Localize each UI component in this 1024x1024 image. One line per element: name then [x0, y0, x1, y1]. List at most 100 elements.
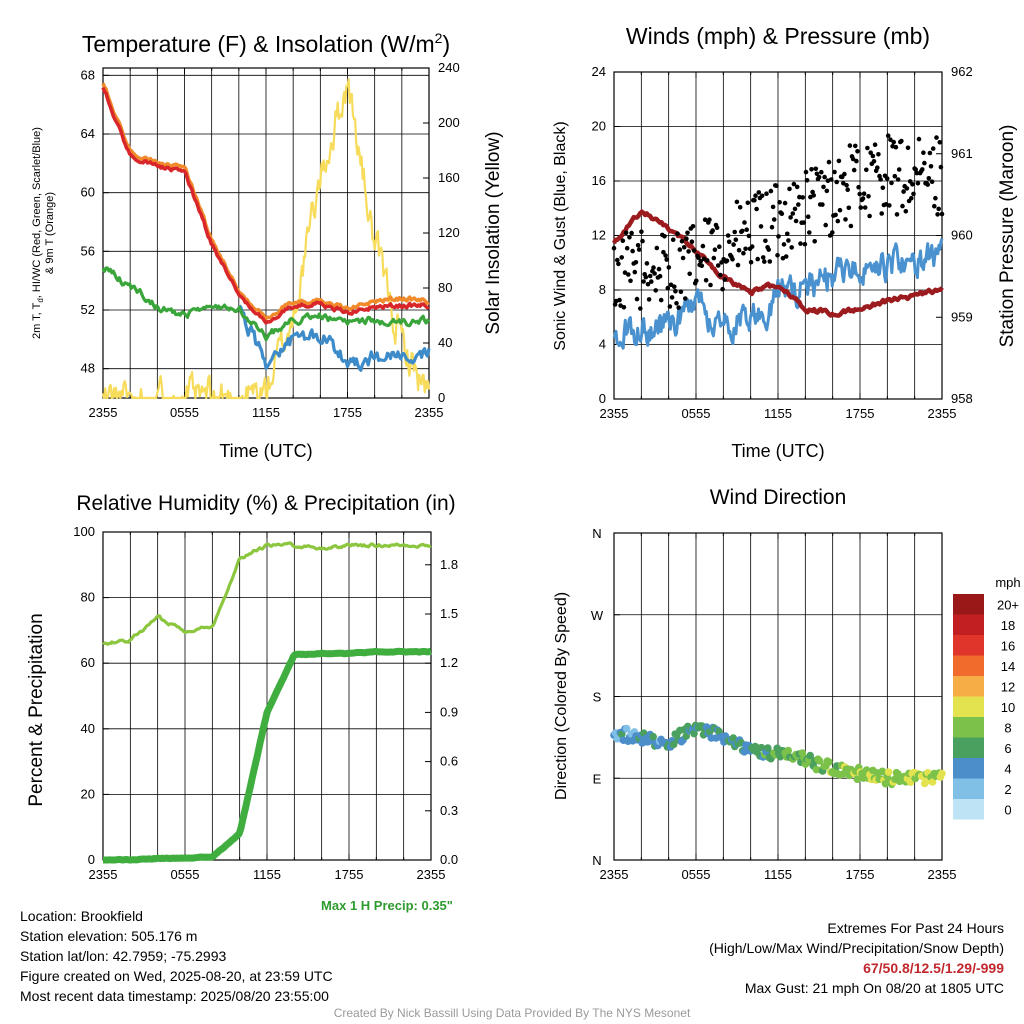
y-tick-label-right: 0.3 [440, 803, 458, 818]
gust-point [887, 203, 892, 208]
gust-point [639, 229, 644, 234]
gust-point [732, 229, 737, 235]
gust-point [872, 142, 878, 147]
station-latlon: Station lat/lon: 42.7959; -75.2993 [20, 948, 227, 964]
gust-point [673, 288, 678, 294]
gust-point [753, 193, 758, 198]
winds-title: Winds (mph) & Pressure (mb) [626, 23, 930, 49]
gust-point [646, 297, 652, 302]
x-tick-label: 0555 [171, 867, 200, 882]
gust-point [746, 233, 752, 239]
gust-point [884, 176, 890, 181]
gust-point [915, 180, 921, 186]
gust-point [821, 184, 826, 190]
legend-label: 16 [1001, 638, 1015, 653]
gust-point [714, 225, 720, 230]
legend-label: 8 [1004, 720, 1011, 735]
legend-swatch [953, 778, 984, 799]
y-tick-label: 12 [592, 228, 606, 243]
direction-point [938, 769, 946, 778]
gust-point [742, 220, 747, 225]
y-tick-label: 0 [599, 391, 606, 406]
gust-point [626, 272, 631, 277]
gust-point [647, 273, 653, 279]
gust-point [715, 263, 721, 268]
legend-label: 18 [1001, 618, 1015, 633]
gust-point [726, 239, 732, 245]
gust-point [617, 297, 622, 303]
gust-point [828, 177, 834, 182]
y-tick-label-right: 959 [951, 309, 973, 324]
gust-point [754, 206, 759, 212]
windchill-line [238, 304, 431, 372]
gust-point [850, 156, 856, 162]
gust-point [793, 218, 799, 224]
humidity-title: Relative Humidity (%) & Precipitation (i… [76, 492, 455, 515]
gust-point [888, 137, 893, 142]
gust-point [702, 217, 708, 222]
x-tick-label: 2355 [928, 867, 957, 882]
gust-point [936, 206, 941, 212]
humidity-ylabel: Percent & Precipitation [26, 613, 47, 806]
rh-line [102, 541, 432, 646]
wind-line [612, 238, 944, 350]
legend-label: 0 [1004, 802, 1011, 817]
gust-point [934, 135, 939, 140]
gust-point [870, 153, 876, 159]
gust-point [858, 205, 864, 210]
y-tick-label: 64 [81, 126, 95, 141]
gust-point [857, 191, 862, 197]
gust-point [700, 243, 706, 249]
x-tick-label: 1755 [333, 405, 362, 420]
gust-point [843, 217, 848, 222]
y-tick-label: 20 [81, 786, 95, 801]
gust-point [678, 289, 684, 295]
gust-point [895, 177, 901, 182]
gust-point [745, 200, 751, 206]
gust-point [740, 228, 745, 234]
gust-point [743, 246, 748, 252]
legend-swatch [953, 758, 984, 779]
x-tick-label: 0555 [170, 405, 199, 420]
y-tick-label-right: 0 [438, 390, 445, 405]
gust-point [711, 255, 717, 261]
gust-point [812, 239, 817, 244]
gust-point [816, 174, 822, 180]
gust-point [628, 278, 633, 284]
gust-point [866, 194, 871, 199]
temperature-panel: 2355 0555 1155 1755 2355 48 52 56 60 64 68 0 40 80 120… [31, 30, 504, 461]
gust-point [621, 305, 627, 310]
gust-point [903, 209, 909, 214]
gust-point [781, 242, 787, 247]
winds-panel: 2355 0555 1155 1755 235504812162024958959960… [552, 23, 1018, 461]
gust-point [783, 254, 789, 259]
gust-point [927, 150, 933, 156]
station-info: Location: Brookfield Station elevation: … [20, 906, 333, 1006]
gust-point [889, 180, 894, 186]
gust-point [669, 295, 675, 300]
gust-point [891, 139, 896, 145]
gust-point [896, 167, 902, 172]
gust-point [670, 237, 676, 242]
legend-label: 2 [1004, 782, 1011, 797]
gust-point [686, 249, 691, 254]
gust-point [930, 146, 936, 151]
direction-point [764, 744, 772, 752]
gust-point [766, 247, 771, 252]
gust-point [615, 257, 620, 263]
y-tick-label: 0 [88, 852, 95, 867]
gust-point [911, 191, 916, 197]
direction-point [682, 732, 690, 740]
y-tick-label-right: 1.2 [440, 655, 458, 670]
gust-point [638, 306, 643, 311]
x-tick-label: 1755 [335, 867, 364, 882]
direction-tick-label: E [593, 771, 602, 786]
gust-point [862, 205, 868, 210]
gust-point [790, 211, 796, 216]
gust-point [656, 266, 662, 272]
gust-point [724, 258, 730, 264]
gust-point [813, 166, 819, 172]
gust-point [894, 212, 900, 217]
gust-point [789, 245, 794, 250]
legend-swatch [953, 737, 984, 758]
